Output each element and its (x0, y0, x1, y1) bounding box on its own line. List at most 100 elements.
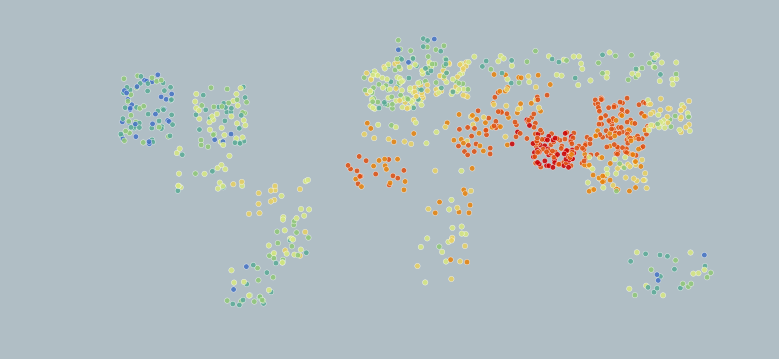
Point (682, 110, 694, 116)
Point (678, 105, 690, 111)
Point (640, 251, 652, 257)
Point (373, 158, 386, 163)
Point (587, 187, 600, 192)
Point (378, 99, 390, 105)
Point (592, 104, 605, 110)
Point (209, 137, 221, 143)
Point (275, 193, 287, 199)
Point (533, 149, 545, 155)
Point (244, 293, 256, 298)
Point (165, 112, 178, 118)
Point (505, 80, 517, 86)
Point (361, 90, 374, 96)
Point (613, 161, 626, 167)
Point (213, 180, 226, 186)
Point (529, 48, 541, 54)
Point (460, 231, 472, 237)
Point (667, 81, 679, 87)
Point (118, 90, 130, 96)
Point (129, 123, 141, 129)
Point (414, 87, 426, 92)
Point (421, 67, 434, 73)
Point (606, 122, 619, 127)
Point (393, 98, 406, 103)
Point (552, 59, 565, 65)
Point (125, 92, 137, 98)
Point (237, 297, 249, 303)
Point (529, 154, 541, 159)
Point (393, 80, 405, 85)
Point (269, 187, 281, 193)
Point (506, 63, 518, 69)
Point (601, 144, 613, 150)
Point (561, 160, 573, 166)
Point (417, 95, 429, 101)
Point (465, 133, 478, 139)
Point (620, 146, 633, 151)
Point (196, 103, 208, 108)
Point (658, 125, 671, 131)
Point (499, 88, 512, 94)
Point (229, 140, 241, 145)
Point (263, 253, 276, 258)
Point (513, 80, 525, 85)
Point (467, 122, 479, 127)
Point (650, 272, 663, 278)
Point (468, 149, 481, 154)
Point (220, 109, 233, 115)
Point (215, 162, 227, 168)
Point (271, 229, 284, 234)
Point (300, 250, 312, 256)
Point (587, 166, 599, 172)
Point (494, 124, 506, 130)
Point (386, 94, 398, 100)
Point (499, 72, 512, 78)
Point (629, 74, 642, 80)
Point (368, 135, 380, 141)
Point (407, 56, 419, 61)
Point (241, 99, 253, 105)
Point (533, 149, 545, 154)
Point (231, 103, 244, 108)
Point (466, 165, 478, 171)
Point (661, 114, 674, 120)
Point (449, 78, 462, 84)
Point (642, 285, 654, 290)
Point (604, 131, 616, 136)
Point (578, 146, 590, 152)
Point (648, 57, 661, 63)
Point (291, 230, 303, 236)
Point (157, 106, 169, 112)
Point (407, 117, 420, 123)
Point (615, 112, 627, 118)
Point (657, 117, 670, 123)
Point (465, 114, 478, 120)
Point (358, 75, 371, 80)
Point (633, 136, 645, 142)
Point (277, 257, 289, 263)
Point (352, 181, 365, 187)
Point (614, 99, 626, 105)
Point (621, 95, 633, 101)
Point (620, 150, 633, 155)
Point (225, 106, 238, 111)
Point (683, 122, 696, 127)
Point (412, 80, 425, 86)
Point (216, 104, 228, 109)
Point (123, 130, 136, 136)
Point (446, 76, 459, 82)
Point (373, 105, 386, 111)
Point (615, 107, 628, 112)
Point (655, 60, 668, 65)
Point (344, 166, 357, 172)
Point (596, 179, 608, 185)
Point (433, 244, 446, 250)
Point (393, 81, 406, 87)
Point (610, 117, 622, 123)
Point (219, 166, 231, 172)
Point (495, 53, 507, 59)
Point (430, 80, 442, 85)
Point (130, 104, 143, 110)
Point (521, 59, 534, 65)
Point (294, 247, 307, 252)
